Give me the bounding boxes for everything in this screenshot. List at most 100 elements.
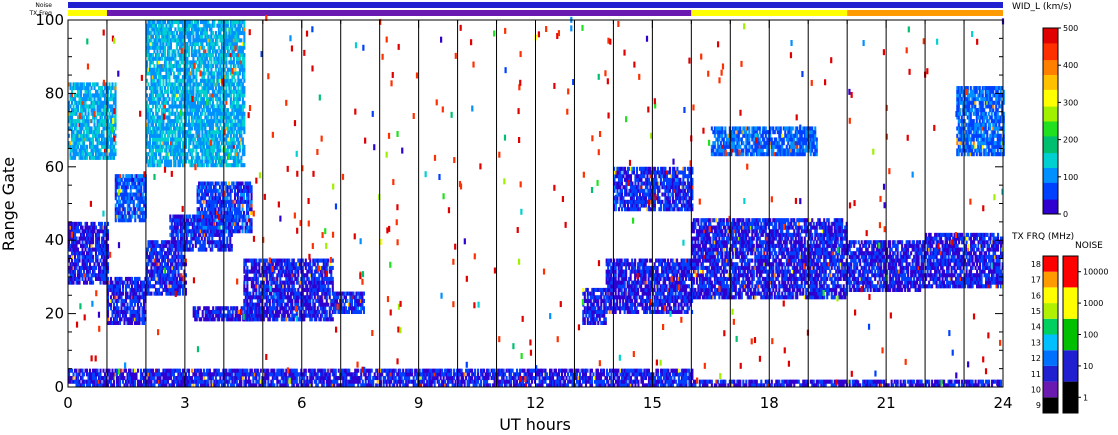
echo-cell [174, 379, 177, 384]
echo-cell [87, 232, 90, 237]
echo-cell [135, 317, 138, 322]
echo-cell [136, 302, 140, 307]
echo-cell [133, 368, 137, 373]
echo-cell [115, 284, 119, 289]
echo-cell [123, 188, 126, 193]
echo-cell [402, 379, 405, 384]
echo-cell [117, 174, 120, 179]
echo-cell [214, 225, 217, 230]
echo-cell [172, 243, 175, 248]
echo-cell [168, 273, 171, 278]
echo-cell [237, 218, 240, 223]
echo-cell [193, 218, 196, 223]
echo-cell [171, 368, 174, 373]
echo-cell [114, 368, 117, 373]
echo-cell [106, 317, 110, 322]
echo-cell [188, 247, 191, 252]
echo-cell [301, 273, 304, 278]
echo-cell [129, 218, 132, 223]
echo-cell [73, 243, 77, 248]
echo-cell [309, 302, 312, 307]
echo-cell [357, 368, 360, 373]
echo-cell [913, 379, 916, 384]
echo-cell [97, 273, 101, 278]
echo-cell [264, 276, 267, 281]
echo-cell [283, 273, 286, 278]
echo-cell [153, 243, 156, 248]
echo-cell [141, 181, 144, 186]
echo-cell [216, 188, 219, 193]
echo-cell [130, 298, 134, 303]
echo-cell [143, 199, 146, 204]
echo-cell [277, 313, 280, 318]
echo-cell [188, 214, 191, 219]
echo-cell [294, 295, 297, 300]
echo-cell [231, 214, 234, 219]
echo-cell [93, 247, 96, 252]
echo-cell [235, 383, 238, 388]
echo-cell [256, 309, 259, 314]
echo-cell [177, 284, 180, 289]
echo-cell [214, 181, 217, 186]
echo-cell [198, 306, 201, 311]
echo-cell [262, 265, 265, 270]
echo-cell [131, 192, 134, 197]
echo-cell [273, 287, 276, 292]
echo-cell [324, 262, 327, 267]
echo-cell [166, 247, 169, 252]
echo-cell [201, 210, 204, 215]
echo-cell [276, 258, 279, 263]
echo-cell [178, 383, 181, 388]
echo-cell [246, 185, 249, 190]
echo-cell [115, 309, 119, 314]
echo-cell [120, 207, 123, 212]
echo-cell [90, 254, 93, 259]
echo-cell [140, 174, 143, 179]
echo-cell [252, 313, 255, 318]
echo-cell [128, 174, 131, 179]
echo-cell [82, 379, 86, 384]
echo-cell [82, 280, 86, 285]
echo-cell [267, 287, 270, 292]
echo-cell [174, 251, 177, 256]
echo-cell [265, 273, 268, 278]
echo-cell [253, 269, 256, 274]
echo-cell [72, 225, 75, 230]
echo-cell [147, 280, 150, 285]
echo-cell [217, 218, 220, 223]
echo-cell [73, 262, 77, 267]
echo-cell [78, 229, 81, 234]
echo-cell [91, 232, 95, 237]
echo-cell [139, 368, 143, 373]
echo-cell [172, 284, 175, 289]
echo-cell [99, 379, 102, 384]
echo-cell [119, 188, 122, 193]
echo-cell [150, 262, 153, 267]
echo-cell [253, 265, 256, 270]
echo-cell [186, 379, 189, 384]
echo-cell [243, 269, 246, 274]
echo-cell [100, 221, 104, 226]
echo-cell [563, 379, 567, 384]
echo-cell [111, 320, 114, 326]
echo-cell [172, 291, 175, 296]
echo-cell [106, 254, 110, 259]
echo-cell [227, 247, 230, 252]
echo-cell [84, 262, 87, 267]
echo-cell [327, 276, 330, 281]
echo-cell [91, 273, 95, 278]
echo-cell [283, 287, 286, 292]
echo-cell [228, 313, 231, 318]
echo-cell [262, 284, 265, 289]
echo-cell [353, 295, 356, 300]
echo-cell [297, 276, 300, 281]
echo-cell [350, 298, 353, 303]
echo-cell [232, 383, 235, 388]
echo-cell [229, 210, 232, 215]
echo-cell [81, 265, 84, 270]
echo-cell [298, 258, 301, 263]
echo-cell [159, 280, 162, 285]
echo-cell [265, 295, 268, 300]
echo-cell [210, 218, 213, 223]
echo-cell [243, 192, 246, 197]
